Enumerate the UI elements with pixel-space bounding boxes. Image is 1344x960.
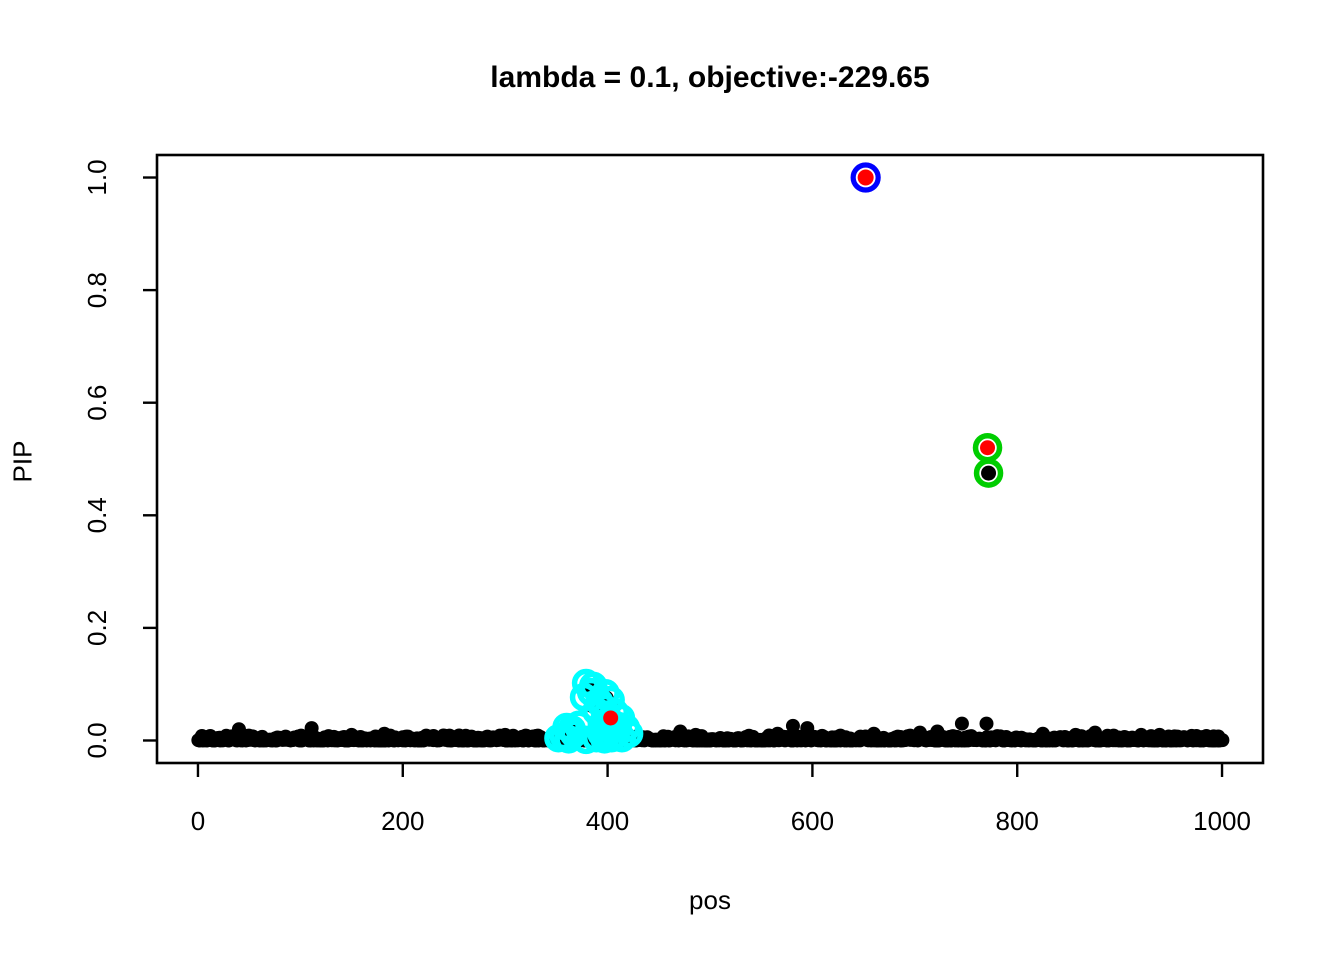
x-tick-label: 800 [996,806,1039,836]
baseline-bump-point [1152,727,1167,742]
baseline-bump-point [800,721,815,736]
cyan-ring [571,725,601,755]
baseline-bump-point [866,726,881,741]
baseline-bump-point [344,727,359,742]
y-tick-label: 0.4 [82,497,112,533]
cyan-ring [544,723,573,753]
x-tick-label: 200 [381,806,424,836]
points-group [191,162,1230,755]
plot-box [155,153,1265,765]
baseline-bump-point [930,724,945,739]
baseline-bump-point [770,726,785,741]
cluster-red-point [603,710,619,726]
y-tick-label: 0.8 [82,272,112,308]
baseline-bump-point [1134,727,1149,742]
baseline-bump-point [1035,726,1050,741]
y-tick-label: 0.2 [82,610,112,646]
baseline-bump-point [528,728,543,743]
x-tick-label: 400 [586,806,629,836]
x-tick-label: 1000 [1193,806,1251,836]
baseline-bump-point [203,728,218,743]
cyan-ring [587,719,616,748]
baseline-bump-point [231,722,246,737]
baseline-bump-point [377,726,392,741]
baseline-bump-point [912,725,927,740]
baseline-bump-point [979,716,994,731]
plot-title: lambda = 0.1, objective:-229.65 [490,61,930,94]
baseline-bump-point [673,724,688,739]
blue-ringed-point [857,169,874,186]
baseline-bump-point [785,718,800,733]
baseline-bump-point [1189,728,1204,743]
baseline-bump-point [688,727,703,742]
green-ringed-point [980,440,996,456]
baseline-bump-point [498,727,513,742]
x-axis-label: pos [689,885,731,915]
green-ringed-point [981,465,997,481]
y-tick-label: 0.6 [82,385,112,421]
axes-group: 0 200 400 600 800 1000 0.0 0.2 0.4 0.6 0.8 1.0 [82,153,1265,836]
x-tick-label: 600 [791,806,834,836]
baseline-bump-point [426,728,441,743]
baseline-bump-point [954,716,969,731]
baseline-point [1215,733,1230,748]
green-ring [973,458,1004,488]
x-tick-label: 0 [191,806,205,836]
baseline-bump-point [1088,725,1103,740]
y-tick-label: 1.0 [82,159,112,195]
baseline-bump-point [304,721,319,736]
baseline-bump-point [1068,727,1083,742]
cyan-ring [554,725,583,754]
y-tick-label: 0.0 [82,722,112,758]
blue-ring [850,162,881,193]
